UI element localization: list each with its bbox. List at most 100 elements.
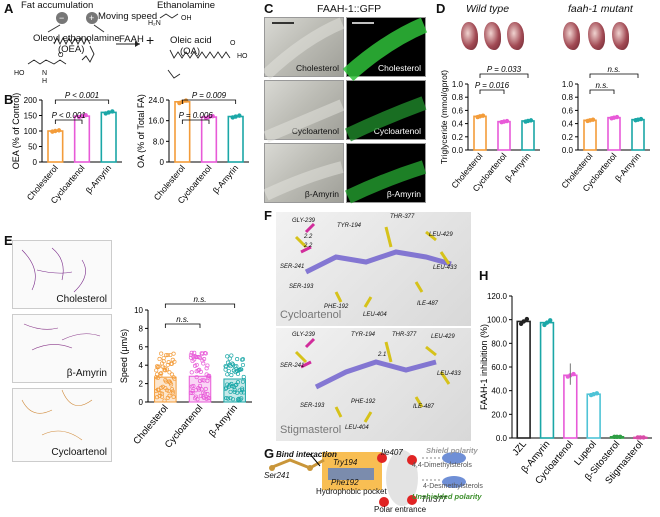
plus-circle-icon <box>86 12 98 24</box>
data-point <box>229 373 234 378</box>
data-point <box>195 397 200 402</box>
polar-residue-icon <box>377 453 387 463</box>
track-label: Cholesterol <box>56 294 107 305</box>
sterol-icon <box>442 452 466 464</box>
significance-label: n.s. <box>608 65 621 74</box>
data-point <box>200 378 205 383</box>
data-point <box>189 350 194 355</box>
micrograph-worm-overlays <box>264 17 428 204</box>
residue-label: LEU-433 <box>437 371 461 377</box>
data-point <box>162 367 167 372</box>
pose-label-top: Cycloartenol <box>280 309 342 321</box>
data-point <box>199 351 204 356</box>
movement-track-1: Cholesterol <box>12 240 112 309</box>
data-point <box>169 382 174 387</box>
y-tick-label: 2 <box>139 380 144 389</box>
data-point <box>521 319 526 324</box>
sterol-icon <box>442 476 466 488</box>
data-point <box>159 391 165 396</box>
panel-label-d: D <box>436 1 446 16</box>
y-tick-label: 0.2 <box>452 133 464 142</box>
y-tick-label: 0.8 <box>562 93 574 102</box>
significance-bracket <box>181 99 237 104</box>
data-point <box>193 388 198 393</box>
binding-pocket-diagram <box>269 450 466 507</box>
h2n-label: H₂N <box>148 20 161 27</box>
significance-bracket <box>164 323 201 328</box>
data-point <box>638 116 644 122</box>
x-tick-label: JZL <box>510 439 529 458</box>
data-point <box>233 114 238 119</box>
residue-label: TYR-194 <box>351 332 376 338</box>
significance-label: n.s. <box>194 295 207 304</box>
o2-label: O <box>230 40 236 47</box>
data-point <box>226 369 231 374</box>
data-point <box>183 98 189 103</box>
track-label: β-Amyrin <box>66 368 107 379</box>
residue-label: LEU-429 <box>431 334 455 340</box>
residue-label: LEU-404 <box>363 312 387 318</box>
panel-c-title: FAAH-1::GFP <box>317 3 382 15</box>
data-point <box>528 118 534 123</box>
data-point <box>171 394 176 399</box>
y-tick-label: 0 <box>33 158 38 167</box>
y-tick-label: 1.0 <box>562 80 574 89</box>
x-tick-label: β-Amyrin <box>207 403 240 439</box>
docking-pose-bottom <box>276 328 471 441</box>
data-point <box>163 378 168 383</box>
panel-label-e: E <box>4 233 13 248</box>
data-point <box>235 380 241 385</box>
thr377-label: Thr377 <box>421 495 447 504</box>
data-point <box>195 354 200 360</box>
y-tick-label: 8 <box>139 324 144 333</box>
data-point <box>524 316 530 322</box>
data-point <box>159 371 164 376</box>
data-point <box>202 395 207 401</box>
y-tick-label: 0.4 <box>452 120 464 129</box>
panel-label-c: C <box>264 1 274 16</box>
data-point <box>172 376 177 381</box>
data-point <box>225 354 230 359</box>
data-point <box>236 367 241 372</box>
data-point <box>239 396 244 401</box>
data-point <box>170 357 175 362</box>
liver-image <box>507 22 524 50</box>
significance-label: P = 0.009 <box>192 92 227 100</box>
x-tick-label: β-Amyrin <box>503 151 533 184</box>
residue-label: LEU-429 <box>429 232 453 238</box>
significance-bracket <box>54 119 83 124</box>
distance-label: 2.2 <box>304 243 313 249</box>
ile407-label: Ile407 <box>381 448 403 457</box>
y-tick-label: 50 <box>28 143 37 152</box>
data-point <box>194 369 199 374</box>
oea-name-label: Oleoyl ethanolamine <box>33 33 120 44</box>
data-point <box>197 383 203 388</box>
data-point <box>230 397 236 402</box>
significance-bracket <box>164 303 236 308</box>
mutant-label: faah-1 mutant <box>568 3 633 15</box>
panel-label-h: H <box>479 268 489 283</box>
data-point <box>154 368 159 373</box>
significance-label: P < 0.001 <box>52 111 86 120</box>
data-point <box>204 366 209 371</box>
movement-track-2: β-Amyrin <box>12 314 112 383</box>
data-point <box>170 391 175 396</box>
data-point <box>232 387 237 392</box>
data-point <box>192 354 198 359</box>
residue-label: PHE-192 <box>324 304 349 310</box>
residue-label: SER-193 <box>289 284 314 290</box>
liver-image <box>461 22 478 50</box>
significance-bracket <box>479 73 529 78</box>
y-tick-label: 24.0 <box>148 96 164 105</box>
y-tick-label: 10 <box>134 306 143 315</box>
oleic-acid-tail <box>167 69 181 79</box>
data-point <box>225 372 230 377</box>
data-point <box>188 355 193 360</box>
data-point <box>188 390 193 396</box>
data-point <box>188 352 193 358</box>
data-point <box>205 391 210 397</box>
data-point <box>167 370 172 375</box>
wild-type-label: Wild type <box>466 3 510 15</box>
y-tick-label: 16.0 <box>148 117 164 126</box>
